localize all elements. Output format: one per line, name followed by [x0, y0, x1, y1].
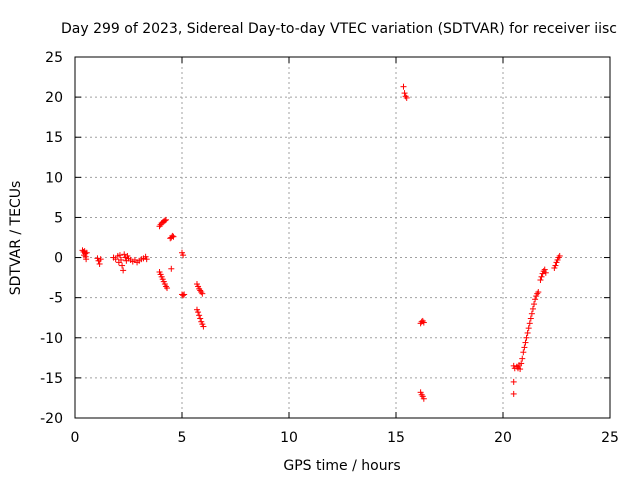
data-point [420, 395, 427, 402]
data-point [528, 310, 535, 317]
data-point [510, 390, 517, 397]
y-tick-label: 25 [45, 50, 63, 66]
data-point [510, 378, 517, 385]
data-point [535, 289, 542, 296]
data-point [517, 366, 524, 373]
data-point [162, 216, 169, 223]
data-point [542, 269, 549, 276]
plot-frame [74, 56, 611, 419]
data-point [83, 256, 90, 263]
axis-ticks [74, 56, 611, 419]
data-point [195, 309, 202, 316]
data-point [401, 90, 408, 97]
grid [75, 57, 610, 418]
data-point [521, 344, 528, 351]
data-point [525, 325, 532, 332]
data-point [537, 277, 544, 284]
y-axis-label: SDTVAR / TECUs [8, 181, 24, 296]
data-point [527, 315, 534, 322]
data-point [120, 267, 127, 274]
y-tick-label: 15 [45, 130, 63, 146]
data-point [524, 329, 531, 336]
data-point [83, 249, 90, 256]
data-point [552, 262, 559, 269]
data-point [526, 320, 533, 327]
x-tick-label: 15 [387, 430, 405, 446]
data-point [97, 256, 104, 263]
data-point [519, 355, 526, 362]
data-point [518, 360, 525, 367]
y-tick-label: 10 [45, 170, 63, 186]
x-axis-label: GPS time / hours [283, 458, 400, 474]
x-tick-label: 10 [280, 430, 298, 446]
data-point [170, 233, 177, 240]
data-point [523, 334, 530, 341]
data-point [181, 291, 188, 298]
data-point [180, 292, 187, 299]
data-point [121, 251, 128, 258]
data-point [541, 266, 548, 273]
data-point [169, 232, 176, 239]
data-point [161, 217, 168, 224]
data-point [116, 252, 123, 259]
y-tick-label: 5 [54, 210, 63, 226]
data-point [180, 252, 187, 259]
x-tick-label: 0 [71, 430, 80, 446]
chart-title: Day 299 of 2023, Sidereal Day-to-day VTE… [61, 21, 617, 37]
x-tick-label: 5 [178, 430, 187, 446]
data-point [196, 312, 203, 319]
y-tick-label: 0 [54, 251, 63, 267]
data-point [531, 301, 538, 308]
data-point [143, 256, 150, 263]
data-point [119, 262, 126, 269]
data-point [420, 319, 427, 326]
y-tick-label: -10 [40, 331, 63, 347]
data-point [118, 256, 125, 263]
y-tick-label: -5 [49, 291, 63, 307]
data-point [538, 273, 545, 280]
data-point [532, 296, 539, 303]
data-point [168, 265, 175, 272]
data-point [200, 323, 207, 330]
data-points [79, 83, 563, 402]
data-point [522, 339, 529, 346]
data-point [197, 315, 204, 322]
data-point [96, 260, 103, 267]
data-point [520, 349, 527, 356]
y-tick-label: -15 [40, 371, 63, 387]
data-point [112, 256, 119, 263]
data-point [403, 94, 410, 101]
data-point [400, 83, 407, 90]
y-tick-label: -20 [40, 411, 63, 427]
data-point [529, 305, 536, 312]
data-point [199, 290, 206, 297]
x-tick-label: 25 [601, 430, 619, 446]
tick-labels: 0 5 10 15 20 25 -20 -15 -10 -5 0 5 10 15 20 25 [40, 50, 619, 446]
x-tick-label: 20 [494, 430, 512, 446]
y-tick-label: 20 [45, 90, 63, 106]
data-point [164, 285, 171, 292]
data-point [556, 252, 563, 259]
